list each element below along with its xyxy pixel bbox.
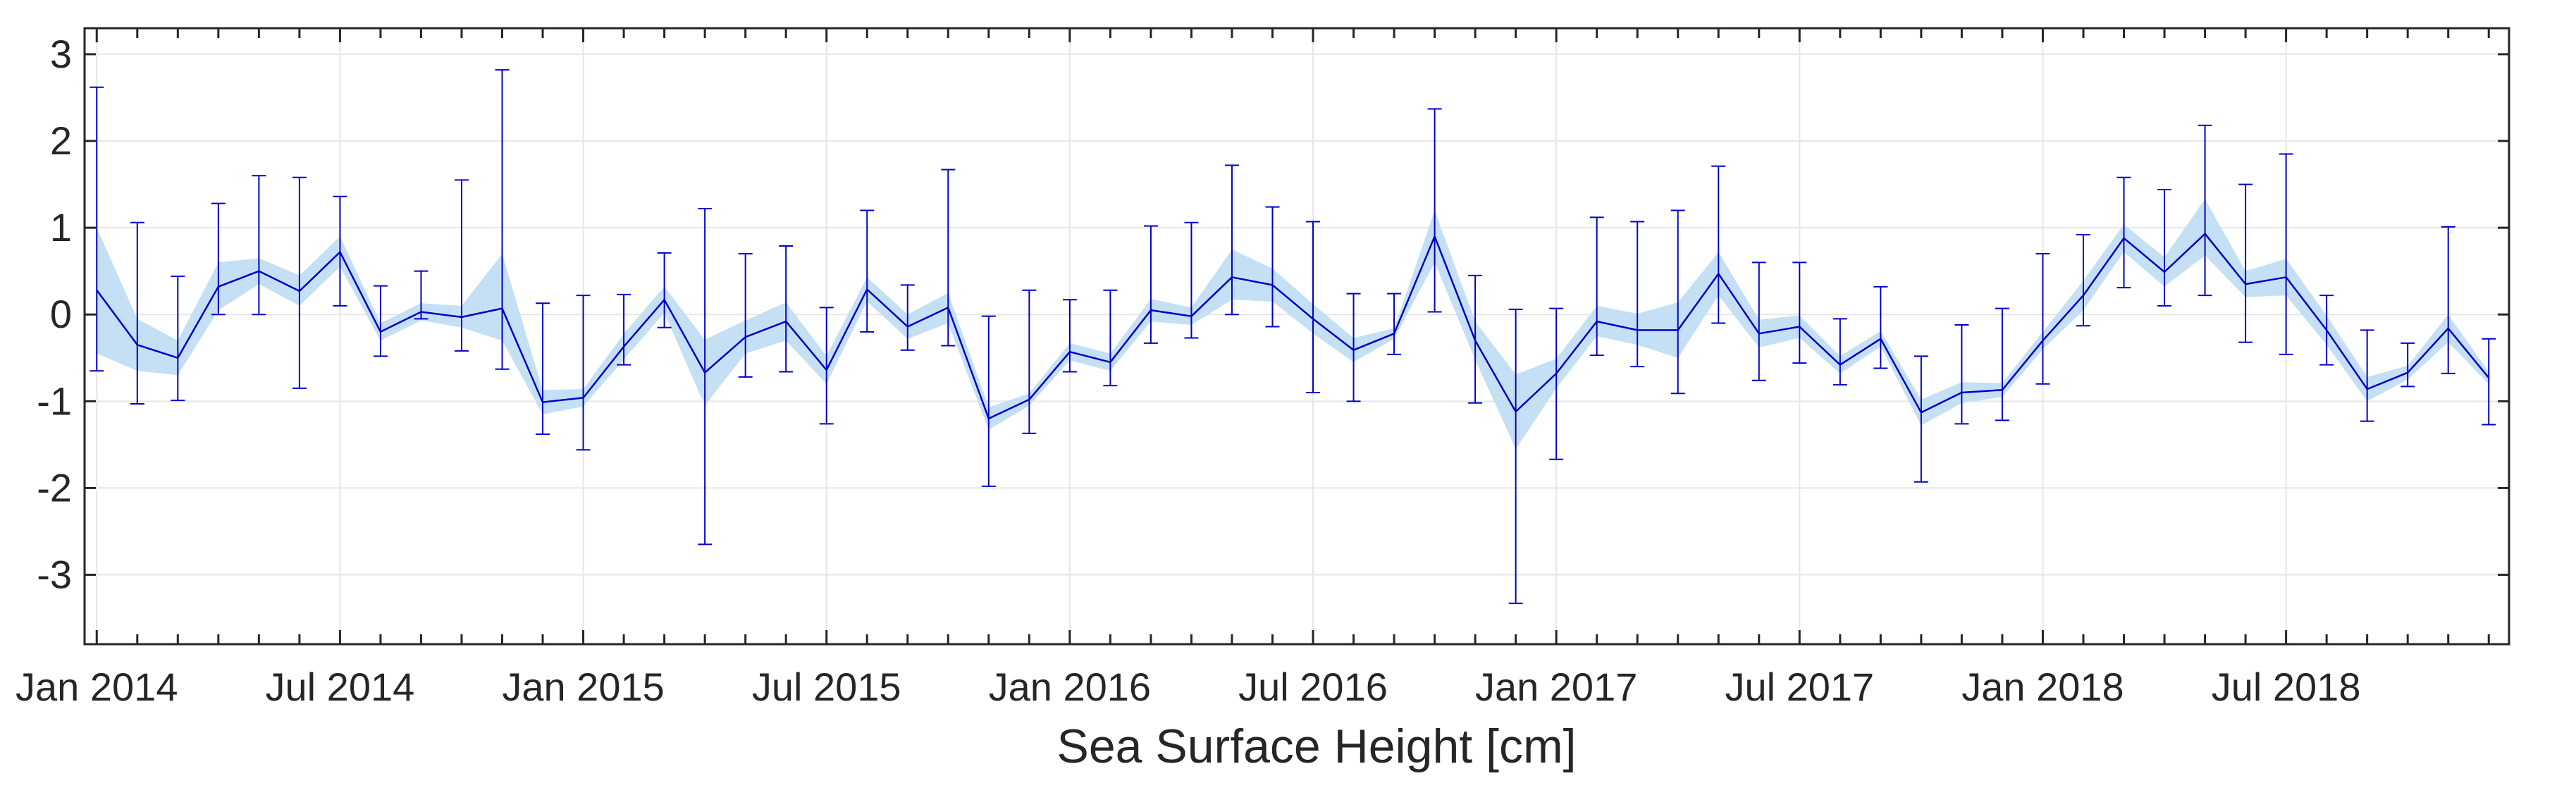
error-bar bbox=[1224, 164, 1239, 316]
error-bar bbox=[536, 302, 550, 436]
error-bar bbox=[941, 168, 956, 347]
error-bar bbox=[698, 208, 713, 546]
error-bar bbox=[1954, 323, 1969, 425]
error-bar bbox=[1508, 308, 1523, 605]
error-bar bbox=[1022, 289, 1037, 434]
error-bar bbox=[2482, 338, 2496, 426]
y-tick-label: 0 bbox=[50, 292, 72, 336]
error-bar bbox=[2076, 233, 2090, 327]
y-tick-label: 2 bbox=[50, 118, 72, 163]
error-bar bbox=[860, 209, 875, 333]
error-bar bbox=[373, 285, 388, 357]
x-tick-label: Jan 2014 bbox=[16, 665, 178, 709]
error-bar bbox=[1711, 165, 1726, 324]
error-bar bbox=[1103, 289, 1118, 387]
error-bar bbox=[292, 176, 307, 389]
error-bar bbox=[1873, 285, 1888, 369]
x-tick-label: Jul 2015 bbox=[752, 665, 901, 709]
error-bar bbox=[2401, 342, 2415, 388]
error-bar bbox=[576, 295, 591, 451]
error-bar bbox=[2279, 153, 2293, 355]
error-bar bbox=[900, 284, 915, 351]
error-bar bbox=[1913, 355, 1928, 483]
error-bar bbox=[1427, 108, 1442, 313]
error-bar bbox=[1346, 292, 1361, 402]
error-bar bbox=[130, 221, 144, 405]
mean-line-layer bbox=[96, 233, 2490, 420]
x-tick-label: Jul 2016 bbox=[1238, 665, 1388, 709]
axes-frame bbox=[83, 27, 2510, 646]
error-bar bbox=[2116, 176, 2131, 289]
error-bar bbox=[1589, 216, 1604, 357]
error-bars-layer bbox=[90, 69, 2496, 605]
error-bar bbox=[2198, 124, 2212, 297]
error-bar bbox=[2035, 253, 2050, 385]
error-bar bbox=[414, 270, 429, 320]
error-bar bbox=[1751, 261, 1766, 381]
error-bar bbox=[1306, 221, 1321, 394]
x-tick-label: Jul 2017 bbox=[1725, 665, 1874, 709]
error-bar bbox=[454, 179, 469, 352]
y-tick-label: -2 bbox=[37, 465, 72, 510]
error-bar bbox=[1143, 225, 1158, 344]
error-bar bbox=[779, 245, 794, 373]
x-tick-label: Jan 2015 bbox=[502, 665, 664, 709]
error-bar bbox=[819, 307, 834, 425]
x-tick-label: Jan 2016 bbox=[989, 665, 1151, 709]
error-bar bbox=[2441, 226, 2455, 374]
error-bar bbox=[2157, 188, 2172, 307]
error-bar bbox=[617, 293, 631, 366]
error-bar bbox=[1995, 307, 2009, 421]
error-bar bbox=[657, 252, 672, 328]
y-tick-label: -1 bbox=[37, 378, 72, 423]
y-tick-labels: 3 2 1 0 -1 -2 -3 bbox=[37, 32, 72, 597]
error-bar bbox=[1184, 221, 1199, 339]
error-bar bbox=[981, 315, 996, 487]
x-tick-label: Jul 2018 bbox=[2212, 665, 2361, 709]
error-bar bbox=[2360, 329, 2374, 422]
error-bar bbox=[1832, 318, 1847, 386]
error-bar bbox=[90, 86, 104, 372]
x-tick-labels: Jan 2014 Jul 2014 Jan 2015 Jul 2015 Jan 2016… bbox=[16, 665, 2360, 709]
error-bar bbox=[1265, 206, 1280, 328]
error-bar bbox=[1670, 209, 1685, 395]
x-axis-title: Sea Surface Height [cm] bbox=[1056, 720, 1576, 773]
error-bar bbox=[1062, 299, 1077, 373]
x-tick-label: Jan 2017 bbox=[1475, 665, 1637, 709]
error-bar bbox=[2238, 183, 2253, 343]
y-tick-label: 3 bbox=[50, 32, 72, 76]
error-bar bbox=[211, 202, 226, 316]
error-bar bbox=[1387, 292, 1402, 355]
x-tick-label: Jan 2018 bbox=[1961, 665, 2124, 709]
plot-frame bbox=[83, 27, 2510, 646]
mean-line bbox=[96, 233, 2490, 420]
error-bar bbox=[252, 175, 266, 316]
error-bar bbox=[738, 253, 753, 378]
x-tick-label: Jul 2014 bbox=[266, 665, 415, 709]
error-bar bbox=[171, 276, 185, 402]
error-bar bbox=[1630, 221, 1645, 368]
error-bar bbox=[495, 69, 510, 370]
y-tick-label: 1 bbox=[50, 205, 72, 249]
error-bar bbox=[1549, 307, 1564, 460]
y-tick-label: -3 bbox=[37, 553, 72, 597]
error-bar bbox=[1792, 261, 1807, 364]
